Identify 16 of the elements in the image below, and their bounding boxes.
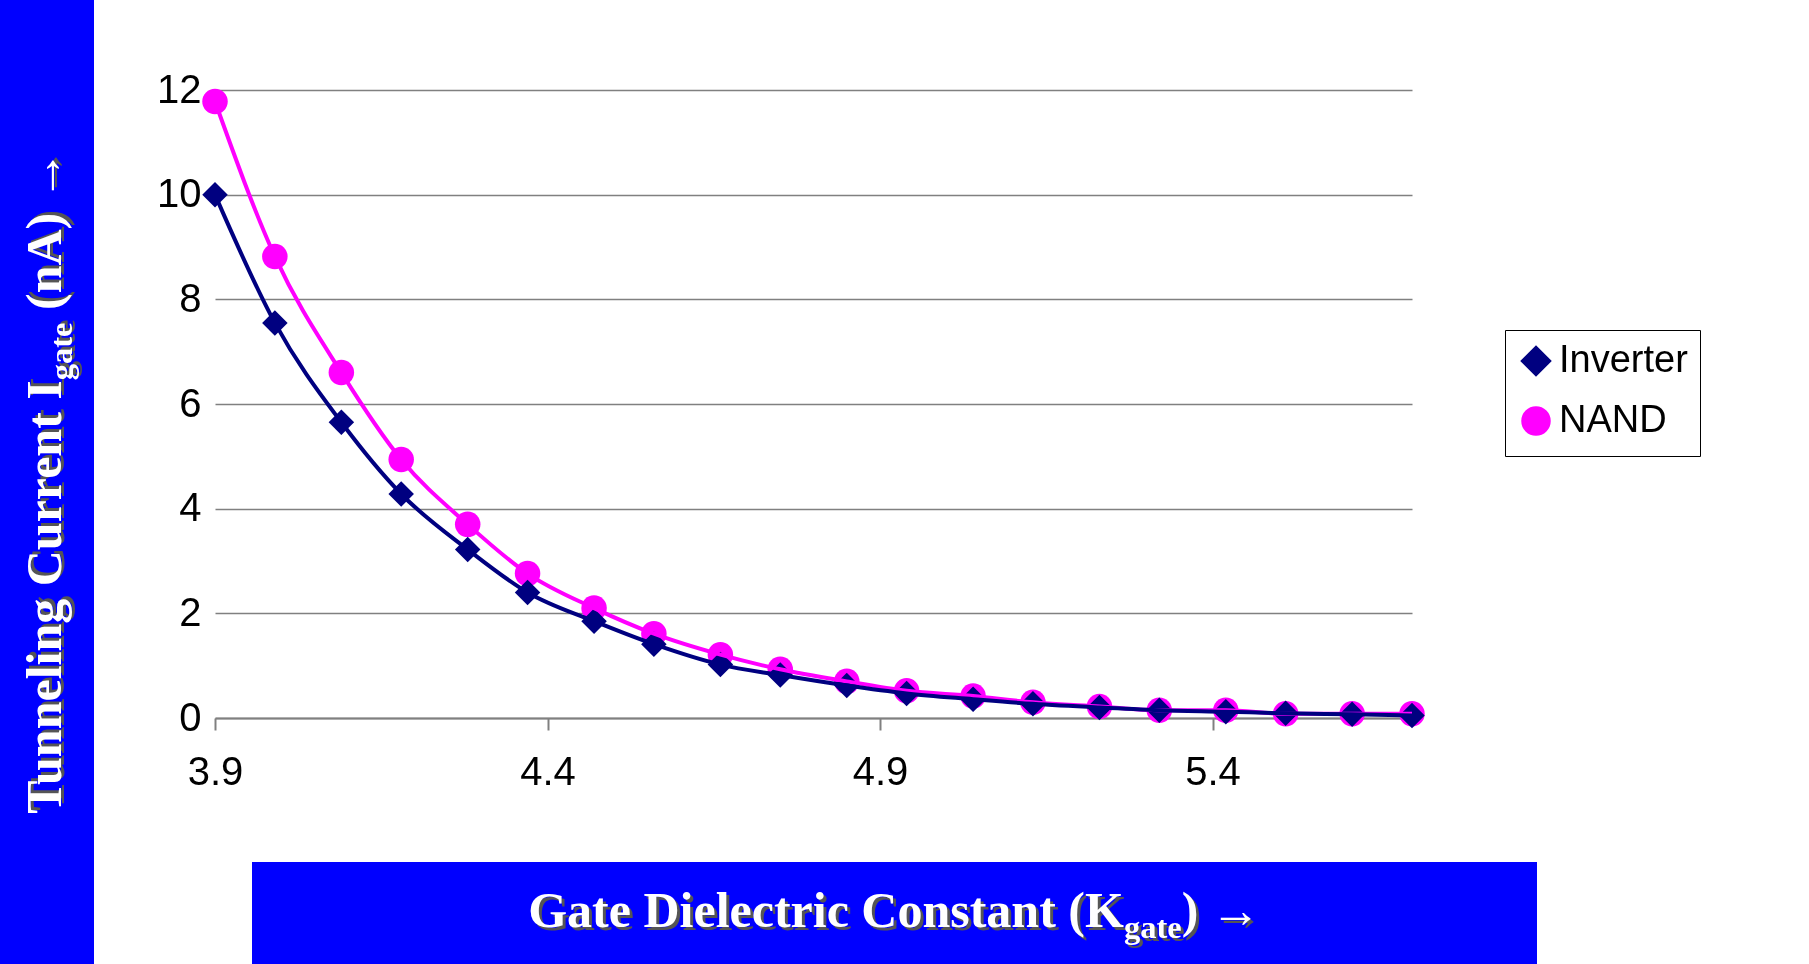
x-tick-label: 4.4 xyxy=(520,748,576,793)
legend-label: NAND xyxy=(1559,398,1667,440)
point xyxy=(202,88,228,115)
x-tick-label: 3.9 xyxy=(187,748,244,793)
y-tick-label: 10 xyxy=(157,171,202,216)
legend-label: Inverter xyxy=(1559,338,1689,380)
y-tick-label: 4 xyxy=(179,485,202,530)
point xyxy=(202,181,228,208)
x-tick-label: 4.9 xyxy=(852,748,909,793)
x-axis-title: Gate Dielectric Constant (K$_{gate}$) → xyxy=(528,880,1261,946)
y-tick-label: 8 xyxy=(179,275,202,320)
x-tick-label: 5.4 xyxy=(1185,748,1241,793)
y-tick-label: 2 xyxy=(179,589,202,634)
y-tick-label: 12 xyxy=(157,66,202,111)
y-tick-label: 0 xyxy=(179,694,202,739)
y-tick-label: 6 xyxy=(179,380,202,425)
